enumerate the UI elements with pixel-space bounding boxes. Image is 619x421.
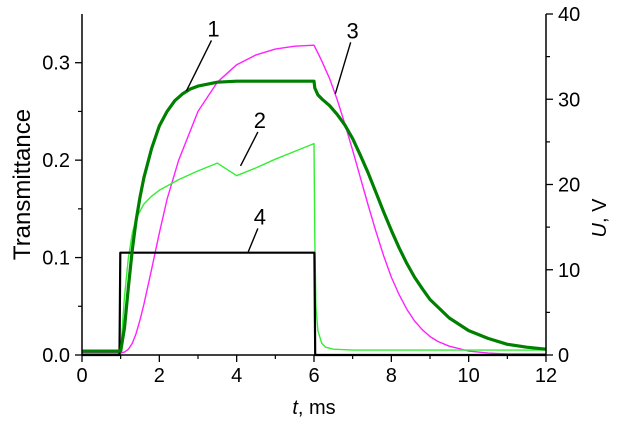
curve-label-2: 2 bbox=[254, 108, 266, 133]
leader-line-3 bbox=[334, 42, 352, 95]
y-tick-label-0.2: 0.2 bbox=[42, 150, 70, 172]
series-line-1 bbox=[82, 79, 547, 353]
x-tick-label-12: 12 bbox=[535, 365, 557, 387]
x-axis-title-unit: , ms bbox=[298, 397, 336, 419]
curve-label-3: 3 bbox=[347, 18, 359, 43]
y2-axis-title-unit: , V bbox=[589, 198, 611, 223]
y2-tick-label-0: 0 bbox=[558, 345, 569, 367]
leader-line-2 bbox=[239, 131, 259, 167]
curve-label-1: 1 bbox=[207, 16, 219, 41]
x-tick-label-4: 4 bbox=[231, 365, 242, 387]
y2-axis-title-symbol: U bbox=[589, 222, 611, 237]
ticks-layer bbox=[75, 13, 553, 362]
x-axis-title-symbol: t bbox=[292, 397, 299, 419]
series-layer bbox=[82, 44, 547, 357]
series-line-2 bbox=[82, 142, 546, 352]
y-tick-label-0: 0.0 bbox=[42, 345, 70, 367]
series-line-4 bbox=[82, 251, 546, 357]
y2-axis-title: U, V bbox=[589, 198, 611, 238]
x-tick-label-8: 8 bbox=[386, 365, 397, 387]
y2-tick-label-30: 30 bbox=[558, 89, 580, 111]
y2-tick-label-40: 40 bbox=[558, 4, 580, 26]
x-tick-label-0: 0 bbox=[76, 365, 87, 387]
y-axis-title: Transmittance bbox=[9, 109, 36, 260]
annotation-layer: 1 2 3 4 bbox=[185, 16, 359, 252]
x-tick-label-10: 10 bbox=[458, 365, 480, 387]
x-tick-label-6: 6 bbox=[308, 365, 319, 387]
y-tick-label-0.3: 0.3 bbox=[42, 53, 70, 75]
leader-line-1 bbox=[185, 40, 213, 92]
y-tick-label-0.1: 0.1 bbox=[42, 248, 70, 270]
x-axis-title: t, ms bbox=[292, 397, 335, 419]
series-line-3 bbox=[82, 44, 546, 355]
y2-tick-label-10: 10 bbox=[558, 260, 580, 282]
leader-line-4 bbox=[247, 228, 259, 252]
y2-tick-label-20: 20 bbox=[558, 175, 580, 197]
x-tick-label-2: 2 bbox=[154, 365, 165, 387]
curve-label-4: 4 bbox=[254, 204, 266, 229]
